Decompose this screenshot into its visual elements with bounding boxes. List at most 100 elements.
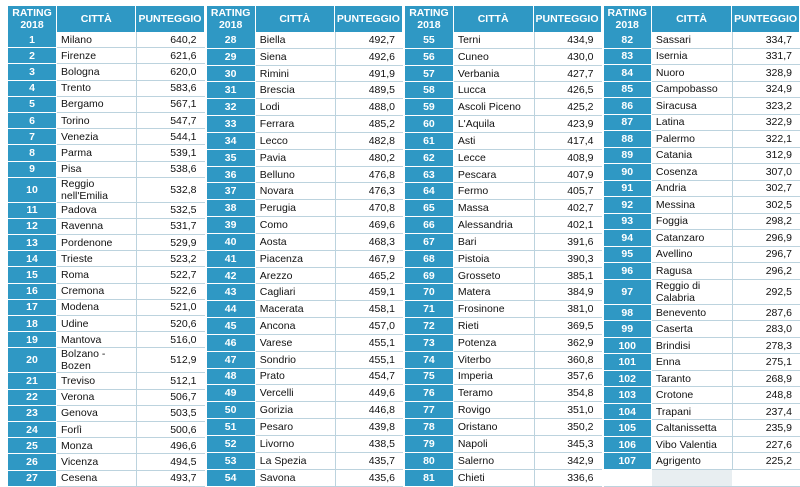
- city-cell: Massa: [454, 200, 534, 217]
- score-cell: 227,6: [732, 437, 800, 454]
- city-cell: Napoli: [454, 436, 534, 453]
- score-cell: 336,6: [534, 470, 602, 487]
- rank-cell: 23: [8, 406, 57, 422]
- table-row: [604, 470, 800, 487]
- rank-cell: 24: [8, 422, 57, 438]
- city-cell: Campobasso: [652, 82, 732, 99]
- rank-cell: 17: [8, 300, 57, 316]
- rank-cell: 19: [8, 332, 57, 348]
- rank-cell: 101: [604, 354, 652, 371]
- rank-cell: 12: [8, 219, 57, 235]
- score-cell: 402,1: [534, 217, 602, 234]
- city-cell: Potenza: [454, 335, 534, 352]
- score-cell: 384,9: [534, 284, 602, 301]
- city-cell: Cremona: [57, 284, 136, 300]
- rank-cell: 43: [207, 284, 256, 301]
- score-cell: 458,1: [335, 301, 403, 318]
- rank-cell: 36: [207, 167, 256, 184]
- score-cell: 296,2: [732, 263, 800, 280]
- rank-cell: 33: [207, 116, 256, 133]
- city-cell: Mantova: [57, 332, 136, 348]
- city-cell: Modena: [57, 300, 136, 316]
- score-cell: 459,1: [335, 284, 403, 301]
- rank-cell: 44: [207, 301, 256, 318]
- city-cell: Cagliari: [256, 284, 335, 301]
- score-cell: 539,1: [136, 145, 204, 161]
- header-city: CITTÀ: [57, 6, 136, 32]
- score-cell: 435,7: [335, 453, 403, 470]
- rank-cell: 74: [405, 352, 454, 369]
- score-cell: 457,0: [335, 318, 403, 335]
- city-cell: Novara: [256, 183, 335, 200]
- rank-cell: 66: [405, 217, 454, 234]
- score-cell: 531,7: [136, 219, 204, 235]
- rank-cell: 37: [207, 183, 256, 200]
- rank-cell: 11: [8, 203, 57, 219]
- rank-cell: 56: [405, 49, 454, 66]
- score-cell: 351,0: [534, 402, 602, 419]
- city-cell: Gorizia: [256, 402, 335, 419]
- score-cell: 449,6: [335, 385, 403, 402]
- rank-cell: 75: [405, 369, 454, 386]
- score-cell: 268,9: [732, 371, 800, 388]
- city-cell: Foggia: [652, 214, 732, 231]
- rank-cell: 62: [405, 150, 454, 167]
- score-cell: 532,5: [136, 203, 204, 219]
- city-cell: Treviso: [57, 373, 136, 389]
- city-cell: Genova: [57, 406, 136, 422]
- rank-cell: 49: [207, 385, 256, 402]
- city-cell: Pordenone: [57, 235, 136, 251]
- rank-cell: 15: [8, 267, 57, 283]
- header-city: CITTÀ: [256, 6, 335, 32]
- header-score: PUNTEGGIO: [732, 6, 800, 32]
- rank-cell: 92: [604, 197, 652, 214]
- rank-cell: 31: [207, 82, 256, 99]
- rank-cell: 5: [8, 97, 57, 113]
- city-cell: Caltanissetta: [652, 420, 732, 437]
- city-cell: Milano: [57, 32, 136, 48]
- city-cell: Enna: [652, 354, 732, 371]
- score-cell: 434,9: [534, 32, 602, 49]
- rank-cell: 87: [604, 115, 652, 132]
- score-cell: 547,7: [136, 113, 204, 129]
- score-cell: 469,6: [335, 217, 403, 234]
- city-cell: Lecco: [256, 133, 335, 150]
- header-score: PUNTEGGIO: [335, 6, 403, 32]
- city-cell: Asti: [454, 133, 534, 150]
- city-cell: Bolzano - Bozen: [57, 348, 136, 373]
- rank-cell: 40: [207, 234, 256, 251]
- city-cell: Benevento: [652, 305, 732, 322]
- score-cell: 521,0: [136, 300, 204, 316]
- rank-cell: 60: [405, 116, 454, 133]
- city-cell: Catanzaro: [652, 230, 732, 247]
- city-cell: Rieti: [454, 318, 534, 335]
- city-cell: Bologna: [57, 64, 136, 80]
- city-cell: Alessandria: [454, 217, 534, 234]
